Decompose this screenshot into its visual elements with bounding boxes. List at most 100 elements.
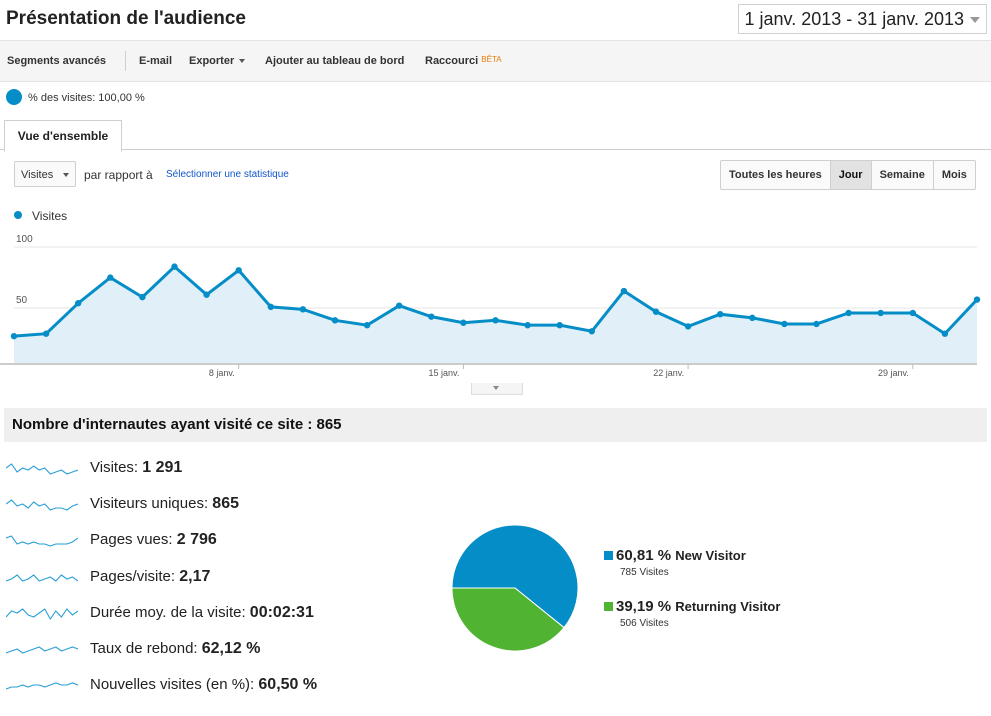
metric-label: Visites: 1 291 xyxy=(90,459,182,477)
period-hourly-button[interactable]: Toutes les heures xyxy=(721,161,831,189)
metric-label: Pages vues: 2 796 xyxy=(90,531,217,549)
pie-category: New Visitor xyxy=(675,548,746,563)
x-tick-label: 29 janv. xyxy=(878,368,909,378)
export-button[interactable]: Exporter xyxy=(189,55,246,67)
data-point[interactable] xyxy=(524,321,531,329)
tab-overview[interactable]: Vue d'ensemble xyxy=(4,120,122,152)
metric-value: 00:02:31 xyxy=(249,603,314,621)
legend-swatch xyxy=(604,551,613,561)
chevron-down-icon xyxy=(970,17,980,23)
data-point[interactable] xyxy=(813,320,820,328)
pie-slice[interactable] xyxy=(451,587,565,652)
metric-value: 60,50 % xyxy=(258,676,318,694)
data-point[interactable] xyxy=(75,300,82,307)
data-point[interactable] xyxy=(877,309,884,317)
data-point[interactable] xyxy=(684,323,692,330)
data-point[interactable] xyxy=(941,330,949,337)
y-tick-label: 50 xyxy=(16,295,28,306)
x-tick-label: 15 janv. xyxy=(429,368,460,378)
tab-strip-line xyxy=(0,149,991,150)
legend-dot-icon xyxy=(14,211,22,219)
metric-select[interactable]: Visites xyxy=(14,161,76,187)
data-point[interactable] xyxy=(42,330,50,337)
metric-name: Pages/visite: xyxy=(90,567,180,585)
data-point[interactable] xyxy=(845,309,852,317)
metric-value: 865 xyxy=(212,495,239,513)
period-day-button[interactable]: Jour xyxy=(830,161,872,189)
data-point[interactable] xyxy=(10,332,18,340)
data-point[interactable] xyxy=(299,306,307,313)
x-tick-label: 8 janv. xyxy=(209,368,235,378)
metric-value: 1 291 xyxy=(142,459,183,476)
sparkline-icon xyxy=(6,682,78,690)
sparkline-icon xyxy=(6,573,78,582)
data-point[interactable] xyxy=(556,321,563,329)
visitor-type-pie xyxy=(451,524,579,652)
shortcut-button[interactable]: Raccourci BÊTA xyxy=(425,55,502,67)
data-point[interactable] xyxy=(396,302,403,309)
pie-visits: 506 Visites xyxy=(620,618,669,629)
chevron-down-icon xyxy=(63,173,69,177)
data-point[interactable] xyxy=(428,313,435,320)
sparkline-icon xyxy=(6,535,78,547)
select-stat-link[interactable]: Sélectionner une statistique xyxy=(166,169,289,180)
data-point[interactable] xyxy=(267,303,274,311)
data-point[interactable] xyxy=(620,287,628,295)
pie-legend-item: 39,19 % Returning Visitor 506 Visites xyxy=(604,598,780,629)
data-point[interactable] xyxy=(363,321,371,329)
data-point[interactable] xyxy=(749,314,756,322)
date-range-picker[interactable]: 1 janv. 2013 - 31 janv. 2013 xyxy=(737,4,987,34)
beta-badge: BÊTA xyxy=(481,55,502,64)
export-label: Exporter xyxy=(189,55,235,67)
legend-swatch xyxy=(604,602,613,612)
data-point[interactable] xyxy=(107,274,114,281)
data-point[interactable] xyxy=(235,267,242,274)
data-point[interactable] xyxy=(717,311,724,318)
metric-value: 62,12 % xyxy=(201,640,261,657)
data-point[interactable] xyxy=(492,317,499,324)
sparkline-icon xyxy=(6,607,78,620)
x-tick-label: 22 janv. xyxy=(653,368,684,378)
data-point[interactable] xyxy=(460,319,467,326)
metric-name: Durée moy. de la visite: xyxy=(90,603,250,621)
metric-name: Visiteurs uniques: xyxy=(90,495,213,513)
metric-label: Visiteurs uniques: 865 xyxy=(90,495,239,513)
data-point[interactable] xyxy=(781,320,788,328)
sparkline-icon xyxy=(6,463,78,475)
data-point[interactable] xyxy=(973,296,981,303)
pie-slice[interactable] xyxy=(451,524,579,629)
email-button[interactable]: E-mail xyxy=(139,55,173,67)
metric-name: Pages vues: xyxy=(90,531,177,549)
data-point[interactable] xyxy=(652,308,660,315)
metric-value: 2,17 xyxy=(179,567,211,585)
data-point[interactable] xyxy=(331,317,339,324)
metric-select-value: Visites xyxy=(21,169,54,181)
period-week-button[interactable]: Semaine xyxy=(872,161,934,189)
data-point[interactable] xyxy=(171,263,178,270)
metric-label: Pages/visite: 2,17 xyxy=(90,568,210,586)
period-button-group: Toutes les heures Jour Semaine Mois xyxy=(720,160,976,190)
data-point[interactable] xyxy=(588,328,595,335)
period-month-button[interactable]: Mois xyxy=(941,169,967,181)
data-point[interactable] xyxy=(203,291,210,298)
shortcut-label: Raccourci xyxy=(425,55,479,67)
metric-name: Taux de rebond: xyxy=(90,640,202,657)
page-title: Présentation de l'audience xyxy=(6,8,246,29)
data-point[interactable] xyxy=(909,309,916,317)
chart-resize-handle[interactable] xyxy=(471,383,523,395)
compare-label: par rapport à xyxy=(84,168,153,182)
add-to-dashboard-button[interactable]: Ajouter au tableau de bord xyxy=(265,55,405,67)
data-point[interactable] xyxy=(139,293,146,301)
pie-percent: 39,19 % xyxy=(616,598,676,615)
metric-label: Durée moy. de la visite: 00:02:31 xyxy=(90,604,314,622)
metric-name: Nouvelles visites (en %): xyxy=(90,676,259,694)
y-tick-label: 100 xyxy=(16,234,33,245)
advanced-segments-button[interactable]: Segments avancés xyxy=(7,55,107,67)
segment-pie-icon xyxy=(6,89,22,105)
metric-value: 2 796 xyxy=(176,531,217,549)
pie-visits: 785 Visites xyxy=(620,567,669,578)
sparkline-icon xyxy=(6,646,78,654)
date-range-label: 1 janv. 2013 - 31 janv. 2013 xyxy=(744,9,965,29)
visitors-summary: Nombre d'internautes ayant visité ce sit… xyxy=(4,408,987,442)
segment-label: % des visites: 100,00 % xyxy=(28,92,145,104)
